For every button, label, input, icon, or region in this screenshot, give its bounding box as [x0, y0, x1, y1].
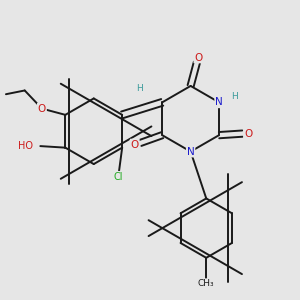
Text: O: O: [130, 140, 139, 149]
Text: H: H: [231, 92, 237, 101]
Text: O: O: [38, 103, 46, 114]
Text: N: N: [215, 97, 223, 107]
Text: Cl: Cl: [114, 172, 123, 182]
Text: H: H: [136, 84, 142, 93]
Text: O: O: [244, 129, 252, 139]
Text: CH₃: CH₃: [198, 279, 214, 288]
Text: N: N: [187, 147, 194, 157]
Text: O: O: [194, 52, 202, 62]
Text: HO: HO: [19, 141, 34, 151]
